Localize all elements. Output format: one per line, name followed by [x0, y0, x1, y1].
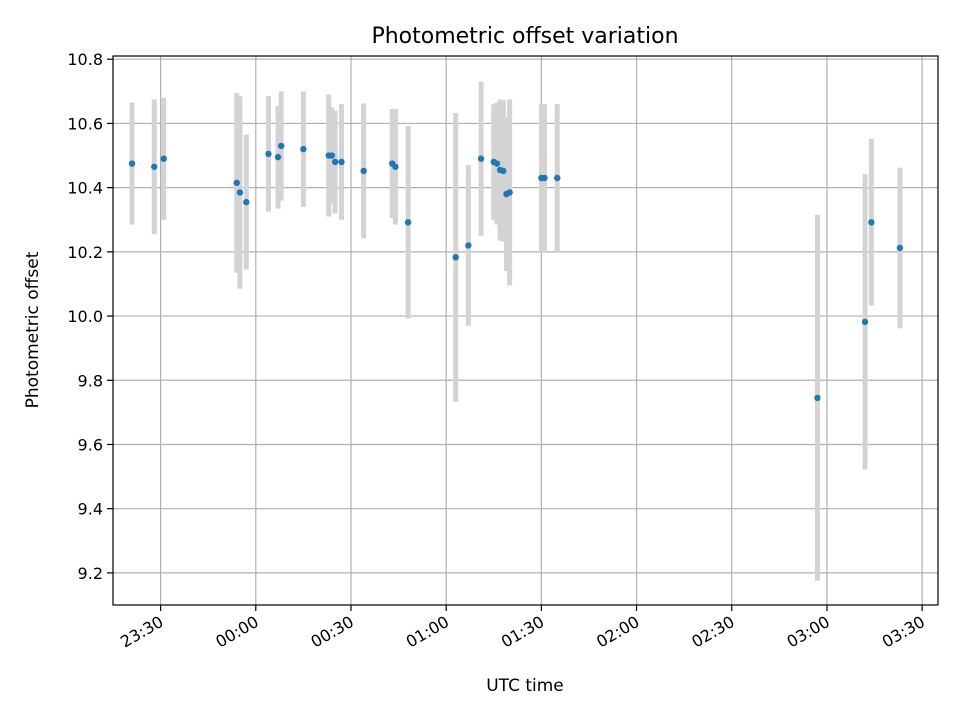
y-tick-label: 9.4: [78, 500, 103, 519]
y-tick-label: 10.6: [67, 114, 103, 133]
data-point: [814, 394, 821, 402]
data-point: [160, 155, 167, 162]
data-point: [896, 244, 904, 252]
y-tick-label: 10.0: [67, 307, 103, 326]
data-point: [500, 167, 507, 175]
data-point: [360, 167, 367, 175]
y-tick-label: 10.8: [67, 50, 103, 69]
data-point: [506, 189, 513, 196]
data-point: [493, 160, 501, 167]
data-point: [328, 152, 336, 159]
data-point: [151, 163, 158, 170]
grid: [113, 56, 938, 605]
data-point: [452, 254, 459, 261]
data-point: [541, 174, 548, 182]
data-point: [277, 142, 285, 150]
data-point: [265, 150, 272, 158]
plot-frame: [112, 55, 939, 606]
x-axis-label: UTC time: [486, 676, 564, 696]
y-tick-label: 9.8: [78, 371, 103, 390]
x-tick-label: 01:00: [403, 612, 452, 652]
x-tick-label: 02:30: [688, 612, 737, 652]
data-point: [338, 158, 345, 166]
y-tick-label: 10.4: [67, 179, 103, 198]
x-tick-label: 01:30: [498, 612, 547, 652]
data-point: [861, 318, 869, 326]
data-point: [868, 219, 875, 226]
data-points: [128, 142, 904, 402]
data-point: [243, 198, 250, 206]
data-point: [236, 189, 244, 196]
x-tick-label: 00:30: [308, 612, 357, 652]
x-tick-label: 02:00: [593, 612, 642, 652]
y-axis-label: Photometric offset: [23, 251, 43, 408]
data-point: [274, 153, 282, 161]
y-tick-label: 10.2: [67, 243, 103, 262]
data-point: [300, 145, 307, 153]
chart-title: Photometric offset variation: [371, 24, 678, 49]
x-tick-label: 03:00: [784, 612, 833, 652]
data-point: [465, 242, 472, 249]
x-tick-label: 03:30: [879, 612, 928, 652]
data-point: [392, 163, 399, 170]
y-tick-label: 9.2: [78, 564, 103, 583]
error-bars: [129, 81, 903, 581]
data-point: [554, 174, 561, 182]
data-point: [331, 158, 339, 166]
x-tick-label: 23:30: [117, 612, 166, 652]
data-point: [477, 155, 485, 162]
data-point: [404, 219, 412, 226]
data-point: [128, 160, 136, 167]
data-point: [233, 179, 240, 187]
x-tick-label: 00:00: [212, 612, 261, 652]
y-tick-label: 9.6: [78, 435, 103, 454]
